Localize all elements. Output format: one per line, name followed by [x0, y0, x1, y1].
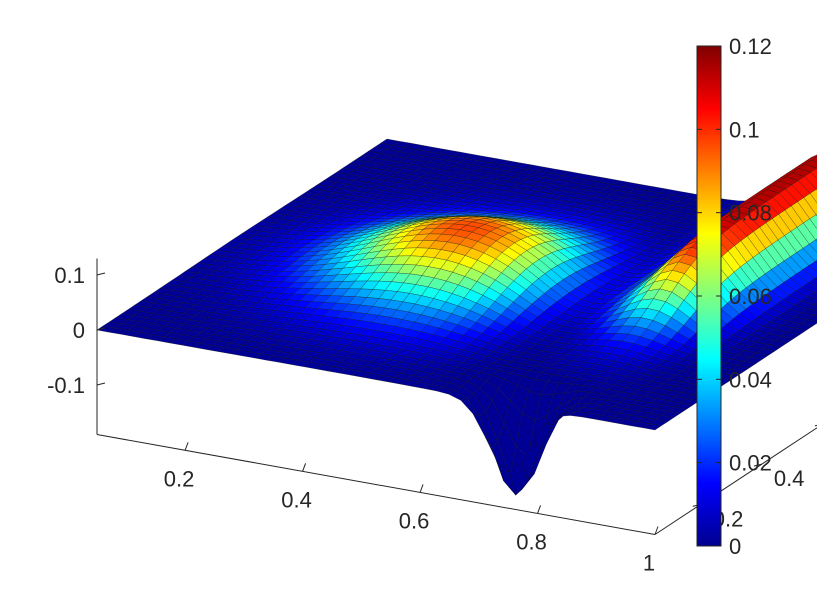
colorbar-tick-label: 0.1	[729, 117, 760, 142]
x-tick-mark	[654, 526, 659, 535]
surface-cell	[810, 167, 817, 180]
x-tick-label: 1	[643, 551, 655, 576]
colorbar-tick-label: 0.02	[729, 451, 772, 476]
surface-cell	[814, 276, 817, 280]
x-tick-mark	[537, 505, 541, 514]
x-tick-mark	[302, 463, 307, 472]
x-tick-mark	[184, 442, 189, 451]
z-tick-mark	[96, 382, 106, 386]
x-tick-label: 0.2	[164, 466, 195, 491]
z-tick-mark	[96, 272, 106, 276]
z-tick-label: 0	[73, 318, 85, 343]
x-tick-mark	[419, 484, 424, 493]
y-tick-label: 0.4	[774, 466, 805, 491]
x-tick-label: 0.6	[399, 508, 430, 533]
x-axis-line	[96, 434, 656, 535]
y-tick-mark	[753, 463, 762, 467]
x-tick-label: 0.4	[281, 487, 312, 512]
z-tick-label: -0.1	[47, 373, 85, 398]
colorbar-tick-label: 0.06	[729, 284, 772, 309]
surface-mesh	[96, 138, 817, 496]
surface-cell	[812, 312, 817, 317]
colorbar-tick-label: 0	[729, 534, 741, 559]
colorbar-tick-label: 0.04	[729, 367, 772, 392]
z-tick-mark	[96, 327, 106, 331]
colorbar-tick-label: 0.12	[729, 34, 772, 59]
z-tick-label: 0.1	[54, 263, 85, 288]
x-tick-label: 0.8	[516, 529, 547, 554]
colorbar-tick-label: 0.08	[729, 201, 772, 226]
y-tick-mark	[814, 424, 817, 427]
surface-cell	[448, 390, 468, 401]
surface-cell	[642, 423, 662, 431]
colorbar: 0 0.02 0.04 0.06 0.08 0.1 0.12	[696, 34, 772, 559]
axes: -0.100.10.20.40.60.810.20.40.60.81	[47, 258, 817, 576]
